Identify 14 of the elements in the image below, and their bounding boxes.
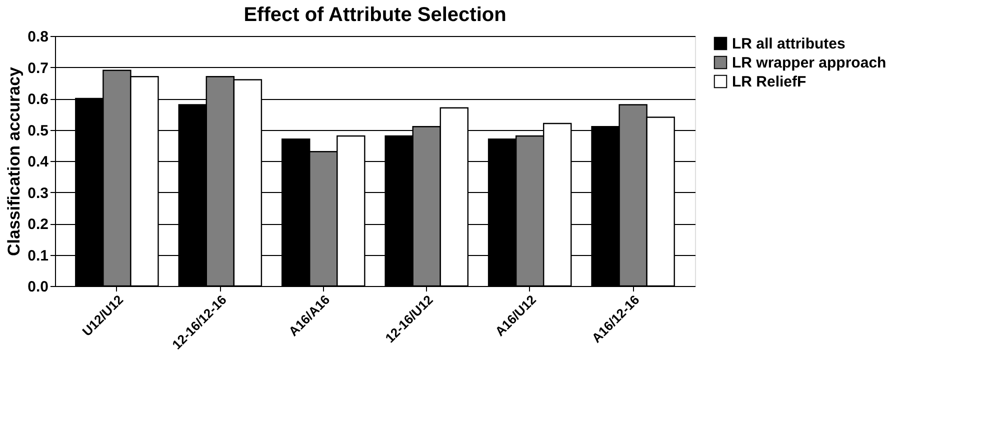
- y-tick-label: 0.7: [28, 60, 48, 77]
- y-tick-label: 0.1: [28, 247, 48, 264]
- y-tick-label: 0.6: [28, 91, 48, 108]
- y-tick-label: 0.8: [28, 28, 48, 46]
- chart-title: Effect of Attribute Selection: [244, 4, 506, 26]
- y-tick-label: 0.4: [28, 154, 50, 170]
- y-tick-label: 0.2: [28, 216, 48, 233]
- legend-label: LR wrapper approach: [732, 54, 886, 72]
- legend-label: LR all attributes: [732, 36, 846, 52]
- y-tick-label: 0.5: [28, 122, 48, 140]
- y-axis-title: Classification accuracy: [4, 66, 24, 256]
- legend-label: LR ReliefF: [732, 74, 806, 90]
- y-tick-label: 0.3: [28, 184, 48, 202]
- y-tick-label: 0.0: [28, 278, 48, 296]
